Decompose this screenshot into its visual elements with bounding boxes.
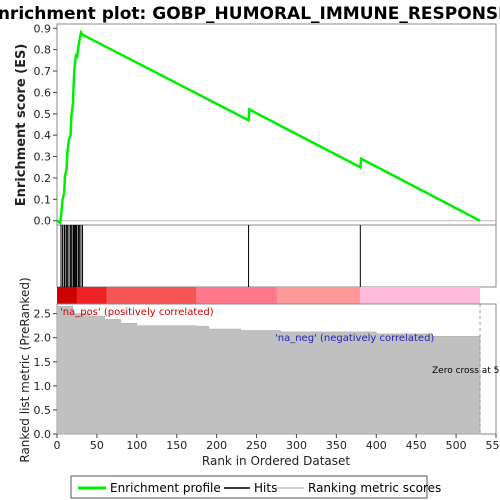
heatmap-segment <box>196 287 277 304</box>
metric-y-ticks: 0.0 0.5 1.0 1.5 2.0 2.5 <box>34 308 57 441</box>
metric-y-tick-label: 0.0 <box>34 428 52 441</box>
heatmap-segment <box>276 287 361 304</box>
enrichment-profile-line <box>56 29 481 226</box>
es-panel: 0.0 0.1 0.2 0.3 0.4 0.5 0.6 0.7 0.8 0.9 <box>34 22 497 228</box>
x-tick-label: 50 <box>90 439 104 452</box>
hits-panel-frame <box>56 224 497 288</box>
es-y-tick-label: 0.5 <box>34 108 52 121</box>
legend-box <box>70 475 428 499</box>
x-tick-label: 550 <box>486 439 500 452</box>
ranking-heatmap-bar <box>57 287 481 304</box>
chart-title: Enrichment plot: GOBP_HUMORAL_IMMUNE_RES… <box>0 4 500 24</box>
x-axis-ticks: 0 50 100 150 200 250 300 350 400 450 500 550 <box>54 434 500 452</box>
ranking-metric-area <box>56 306 481 435</box>
es-y-tick-label: 0.6 <box>34 86 52 99</box>
x-tick-label: 350 <box>326 439 347 452</box>
x-tick-label: 300 <box>286 439 307 452</box>
legend-enrichment-label: Enrichment profile <box>110 481 221 495</box>
es-y-tick-label: 0.3 <box>34 151 52 164</box>
legend-metric-label: Ranking metric scores <box>308 481 441 495</box>
na-pos-annotation: 'na_pos' (positively correlated) <box>60 307 214 318</box>
x-tick-label: 100 <box>126 439 147 452</box>
zero-cross-annotation: Zero cross at 530 <box>432 366 500 376</box>
es-y-tick-label: 0.1 <box>34 193 52 206</box>
metric-y-tick-label: 2.5 <box>34 308 52 321</box>
es-y-tick-label: 0.4 <box>34 129 52 142</box>
hits-panel <box>56 224 497 288</box>
metric-y-tick-label: 0.5 <box>34 404 52 417</box>
es-y-tick-label: 0.8 <box>34 44 52 57</box>
es-y-tick-label: 0.0 <box>34 215 52 228</box>
heatmap-segment <box>360 287 481 304</box>
x-tick-label: 0 <box>54 439 61 452</box>
heatmap-segment <box>76 287 107 304</box>
x-tick-label: 450 <box>406 439 427 452</box>
x-tick-label: 250 <box>246 439 267 452</box>
heatmap-segment <box>106 287 197 304</box>
x-tick-label: 500 <box>446 439 467 452</box>
es-y-tick-label: 0.2 <box>34 172 52 185</box>
x-axis-title: Rank in Ordered Dataset <box>202 454 350 468</box>
metric-y-tick-label: 2.0 <box>34 332 52 345</box>
legend-hits-label: Hits <box>254 481 277 495</box>
x-tick-label: 400 <box>366 439 387 452</box>
ranked-metric-panel: 0.0 0.5 1.0 1.5 2.0 2.5 'na_pos' (positively … <box>34 303 500 441</box>
metric-y-tick-label: 1.0 <box>34 380 52 393</box>
es-y-tick-label: 0.9 <box>34 22 52 35</box>
metric-y-tick-label: 1.5 <box>34 356 52 369</box>
es-y-axis-title: Enrichment score (ES) <box>14 44 29 207</box>
es-y-ticks: 0.0 0.1 0.2 0.3 0.4 0.5 0.6 0.7 0.8 0.9 <box>34 22 57 228</box>
metric-y-axis-title: Ranked list metric (PreRanked) <box>18 277 32 462</box>
x-tick-label: 200 <box>206 439 227 452</box>
hit-markers <box>60 225 361 287</box>
na-neg-annotation: 'na_neg' (negatively correlated) <box>275 333 434 344</box>
heatmap-segment <box>57 287 77 304</box>
legend: Enrichment profile Hits Ranking metric s… <box>70 475 441 499</box>
x-tick-label: 150 <box>166 439 187 452</box>
es-y-tick-label: 0.7 <box>34 65 52 78</box>
